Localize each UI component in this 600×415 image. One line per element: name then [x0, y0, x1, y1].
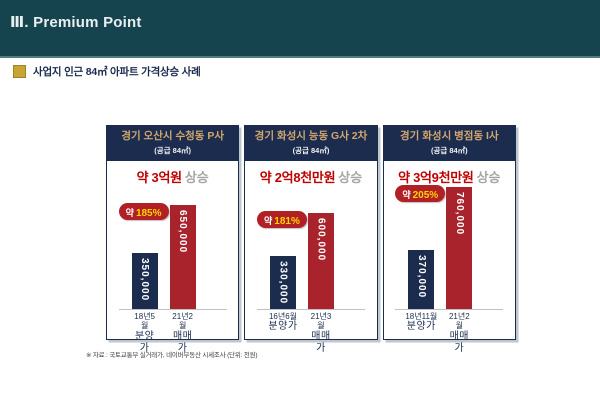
section-heading: 사업지 인근 84㎡ 아파트 가격상승 사례: [33, 66, 201, 78]
rise-amount-text: 약 2억8천만원: [259, 170, 336, 185]
bar-sale-price-value: 350,000: [139, 258, 151, 302]
x-label-market: 21년2 월 매매 가: [437, 312, 481, 354]
x-label-market-date: 21년3 월: [310, 312, 332, 331]
panel-subtitle: (공급 84㎡): [154, 145, 192, 155]
panel-title: 경기 화성시 능동 G사 2차: [254, 130, 368, 142]
x-axis-line: [395, 308, 504, 310]
bar-chart: 약 205% 370,000 760,000 18년11월 분양가 21년2 월 …: [384, 161, 515, 354]
bar-market-price-value: 600,000: [315, 218, 327, 262]
slide-header-band: Ⅲ. Premium Point: [0, 0, 600, 58]
panel-header: 경기 화성시 능동 G사 2차 (공급 84㎡): [245, 126, 377, 161]
apartment-price-chart-panel: 경기 화성시 능동 G사 2차 (공급 84㎡) 약 2억8천만원 상승 약 181…: [244, 125, 378, 354]
panel-header: 경기 오산시 수청동 P사 (공급 84㎡): [107, 126, 239, 161]
source-footnote: ※ 자료 : 국토교통부 실거래가, 네이버부동산 시세조사 (단위: 천원): [86, 352, 258, 359]
x-label-market-type: 매매 가: [449, 330, 470, 354]
price-rise-summary: 약 3억9천만원 상승: [384, 167, 515, 187]
bar-sale-price: 370,000: [408, 250, 435, 309]
rise-amount-text: 약 3억원: [136, 170, 183, 185]
bar-market-price: 650,000: [169, 205, 196, 309]
x-axis-line: [118, 308, 227, 310]
x-label-market-date: 21년2 월: [448, 312, 470, 331]
percent-increase-badge: 약 181%: [256, 211, 307, 228]
apartment-price-chart-panel: 경기 화성시 병점동 I사 (공급 84㎡) 약 3억9천만원 상승 약 205% …: [382, 125, 516, 354]
page-title: Ⅲ. Premium Point: [10, 14, 142, 31]
bar-sale-price: 350,000: [131, 253, 158, 309]
panel-subtitle: (공급 84㎡): [292, 145, 330, 155]
gold-square-bullet-icon: [13, 65, 26, 78]
bar-sale-price: 330,000: [269, 256, 296, 309]
x-label-market: 21년2 월 매매 가: [161, 312, 205, 354]
rise-suffix-text: 상승: [338, 170, 363, 185]
x-label-sale-type: 분양 가: [134, 330, 155, 354]
badge-approx-label: 약: [125, 208, 134, 218]
panel-header: 경기 화성시 병점동 I사 (공급 84㎡): [383, 126, 515, 161]
percent-increase-badge: 약 185%: [118, 203, 169, 220]
x-label-sale-date: 16년6월: [268, 312, 298, 321]
badge-approx-label: 약: [263, 216, 273, 226]
price-rise-summary: 약 2억8천만원 상승: [245, 167, 376, 187]
bar-chart: 약 185% 350,000 650,000 18년5 월 분양 가 21년2 월…: [107, 161, 238, 354]
panel-title: 경기 오산시 수청동 P사: [121, 130, 225, 142]
percent-increase-badge: 약 205%: [395, 185, 446, 202]
rise-suffix-text: 상승: [184, 170, 209, 185]
badge-percent-value: 205%: [412, 190, 439, 201]
x-label-sale-date: 18년5 월: [134, 312, 156, 331]
apartment-price-chart-panel: 경기 오산시 수청동 P사 (공급 84㎡) 약 3억원 상승 약 185% 350…: [106, 125, 240, 354]
x-label-market-type: 매매 가: [172, 330, 193, 354]
badge-approx-label: 약: [402, 190, 411, 200]
x-label-sale: 16년6월 분양가: [261, 312, 305, 333]
x-axis-line: [257, 308, 365, 310]
bar-sale-price-value: 370,000: [415, 255, 427, 299]
x-label-market-type: 매매 가: [311, 330, 331, 354]
bar-chart: 약 181% 330,000 600,000 16년6월 분양가 21년3 월 매…: [245, 161, 376, 354]
badge-percent-value: 185%: [135, 208, 162, 219]
panel-subtitle: (공급 84㎡): [430, 145, 468, 155]
x-label-sale: 18년11월 분양가: [399, 312, 443, 333]
chart-panels-container: 경기 오산시 수청동 P사 (공급 84㎡) 약 3억원 상승 약 185% 350…: [106, 125, 516, 354]
section-heading-row: 사업지 인근 84㎡ 아파트 가격상승 사례: [13, 64, 201, 79]
x-label-sale-type: 분양가: [268, 321, 298, 333]
bar-sale-price-value: 330,000: [277, 261, 289, 305]
x-label-market-date: 21년2 월: [172, 312, 194, 331]
rise-suffix-text: 상승: [476, 170, 501, 185]
bar-market-price: 760,000: [446, 187, 473, 309]
badge-percent-value: 181%: [274, 216, 300, 227]
x-label-sale-type: 분양가: [406, 321, 436, 333]
bar-market-price-value: 650,000: [177, 210, 189, 254]
x-label-sale-date: 18년11월: [405, 312, 438, 321]
x-label-market: 21년3 월 매매 가: [299, 312, 343, 354]
bar-market-price-value: 760,000: [453, 192, 465, 236]
panel-title: 경기 화성시 병점동 I사: [400, 130, 499, 142]
x-label-sale: 18년5 월 분양 가: [123, 312, 167, 354]
rise-amount-text: 약 3억9천만원: [398, 170, 474, 185]
price-rise-summary: 약 3억원 상승: [107, 167, 238, 187]
bar-market-price: 600,000: [307, 213, 334, 309]
